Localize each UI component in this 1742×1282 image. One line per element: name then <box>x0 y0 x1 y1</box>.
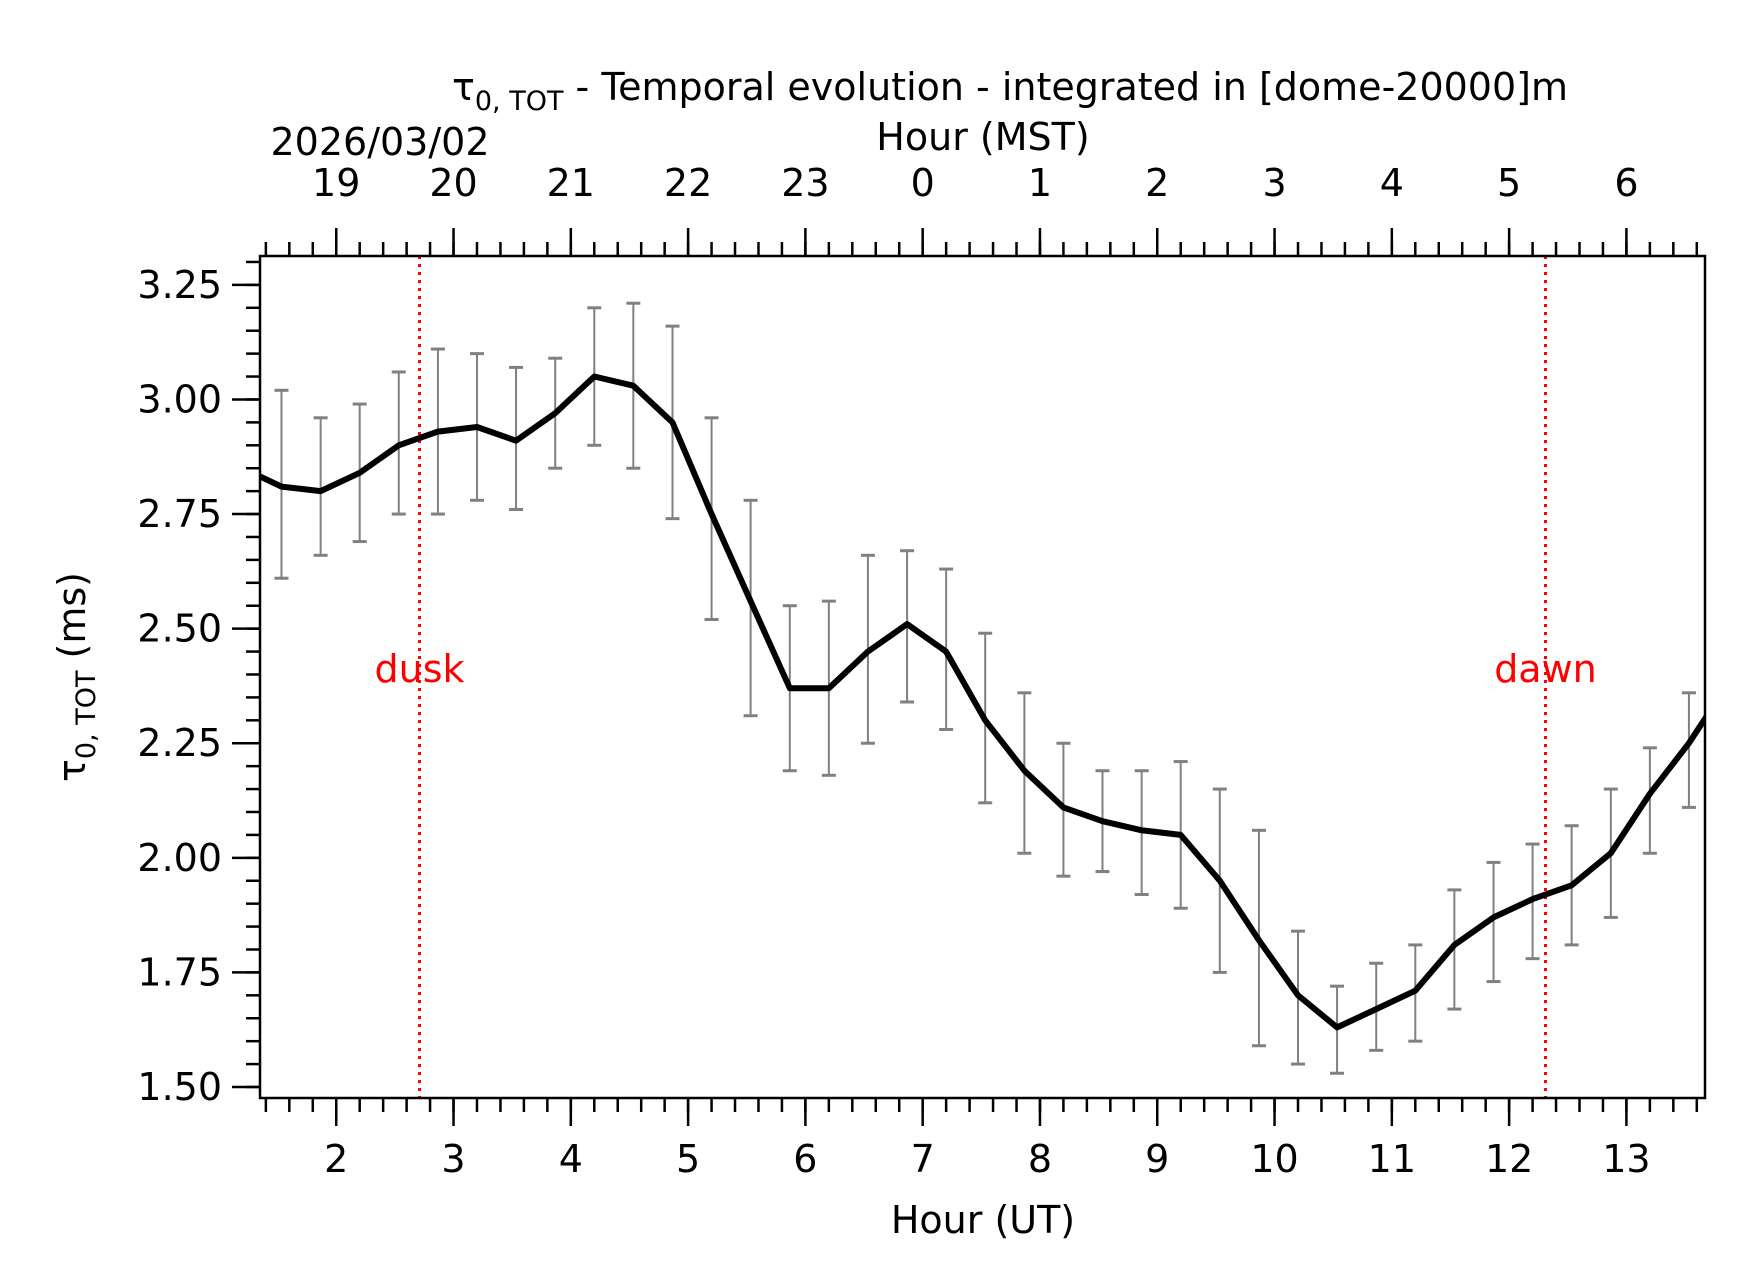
title-text: - Temporal evolution - integrated in [do… <box>563 65 1568 109</box>
x-top-tick-label: 23 <box>781 161 829 205</box>
x-top-tick-label: 6 <box>1614 161 1638 205</box>
x-tick-label: 7 <box>911 1137 935 1181</box>
y-tick-label: 1.50 <box>137 1065 222 1109</box>
x-tick-label: 12 <box>1485 1137 1533 1181</box>
ylabel-symbol: τ <box>50 759 94 782</box>
y-tick-label: 2.75 <box>137 492 222 536</box>
x-top-tick-label: 4 <box>1380 161 1404 205</box>
x-top-tick-label: 5 <box>1497 161 1521 205</box>
x-top-tick-label: 20 <box>429 161 477 205</box>
x-top-tick-label: 22 <box>664 161 712 205</box>
ylabel-text: (ms) <box>50 572 94 671</box>
title-symbol: τ <box>452 65 475 109</box>
y-tick-label: 3.00 <box>137 377 222 421</box>
x-top-axis-title: Hour (MST) <box>876 115 1089 159</box>
plot-frame <box>258 254 1707 1100</box>
y-tick-label: 2.00 <box>137 836 222 880</box>
x-top-tick-label: 21 <box>547 161 595 205</box>
x-tick-label: 5 <box>676 1137 700 1181</box>
x-tick-label: 11 <box>1368 1137 1416 1181</box>
date-label: 2026/03/02 <box>270 120 489 164</box>
x-tick-label: 13 <box>1602 1137 1650 1181</box>
chart-title: τ0, TOT - Temporal evolution - integrate… <box>452 65 1568 117</box>
x-top-tick-label: 1 <box>1028 161 1052 205</box>
x-top-tick-label: 2 <box>1145 161 1169 205</box>
y-axis-title: τ0, TOT (ms) <box>50 572 102 782</box>
x-top-tick-label: 0 <box>911 161 935 205</box>
y-tick-label: 3.25 <box>137 263 222 307</box>
y-tick-label: 1.75 <box>137 950 222 994</box>
x-top-tick-label: 19 <box>312 161 360 205</box>
x-tick-label: 10 <box>1250 1137 1298 1181</box>
x-tick-label: 6 <box>793 1137 817 1181</box>
ylabel-subscript: 0, TOT <box>71 670 102 759</box>
y-tick-label: 2.50 <box>137 607 222 651</box>
axis-ticks: 2193204215226237081921031141251361.501.7… <box>137 161 1699 1181</box>
x-top-tick-label: 3 <box>1262 161 1286 205</box>
x-tick-label: 4 <box>559 1137 583 1181</box>
x-tick-label: 2 <box>324 1137 348 1181</box>
dawn-label: dawn <box>1494 647 1597 691</box>
title-subscript: 0, TOT <box>475 86 564 117</box>
x-tick-label: 8 <box>1028 1137 1052 1181</box>
dusk-label: dusk <box>375 647 465 691</box>
x-tick-label: 9 <box>1145 1137 1169 1181</box>
x-tick-label: 3 <box>441 1137 465 1181</box>
x-axis-title: Hour (UT) <box>891 1198 1075 1242</box>
plot-area: dusk dawn <box>260 256 1705 1098</box>
y-tick-label: 2.25 <box>137 721 222 765</box>
